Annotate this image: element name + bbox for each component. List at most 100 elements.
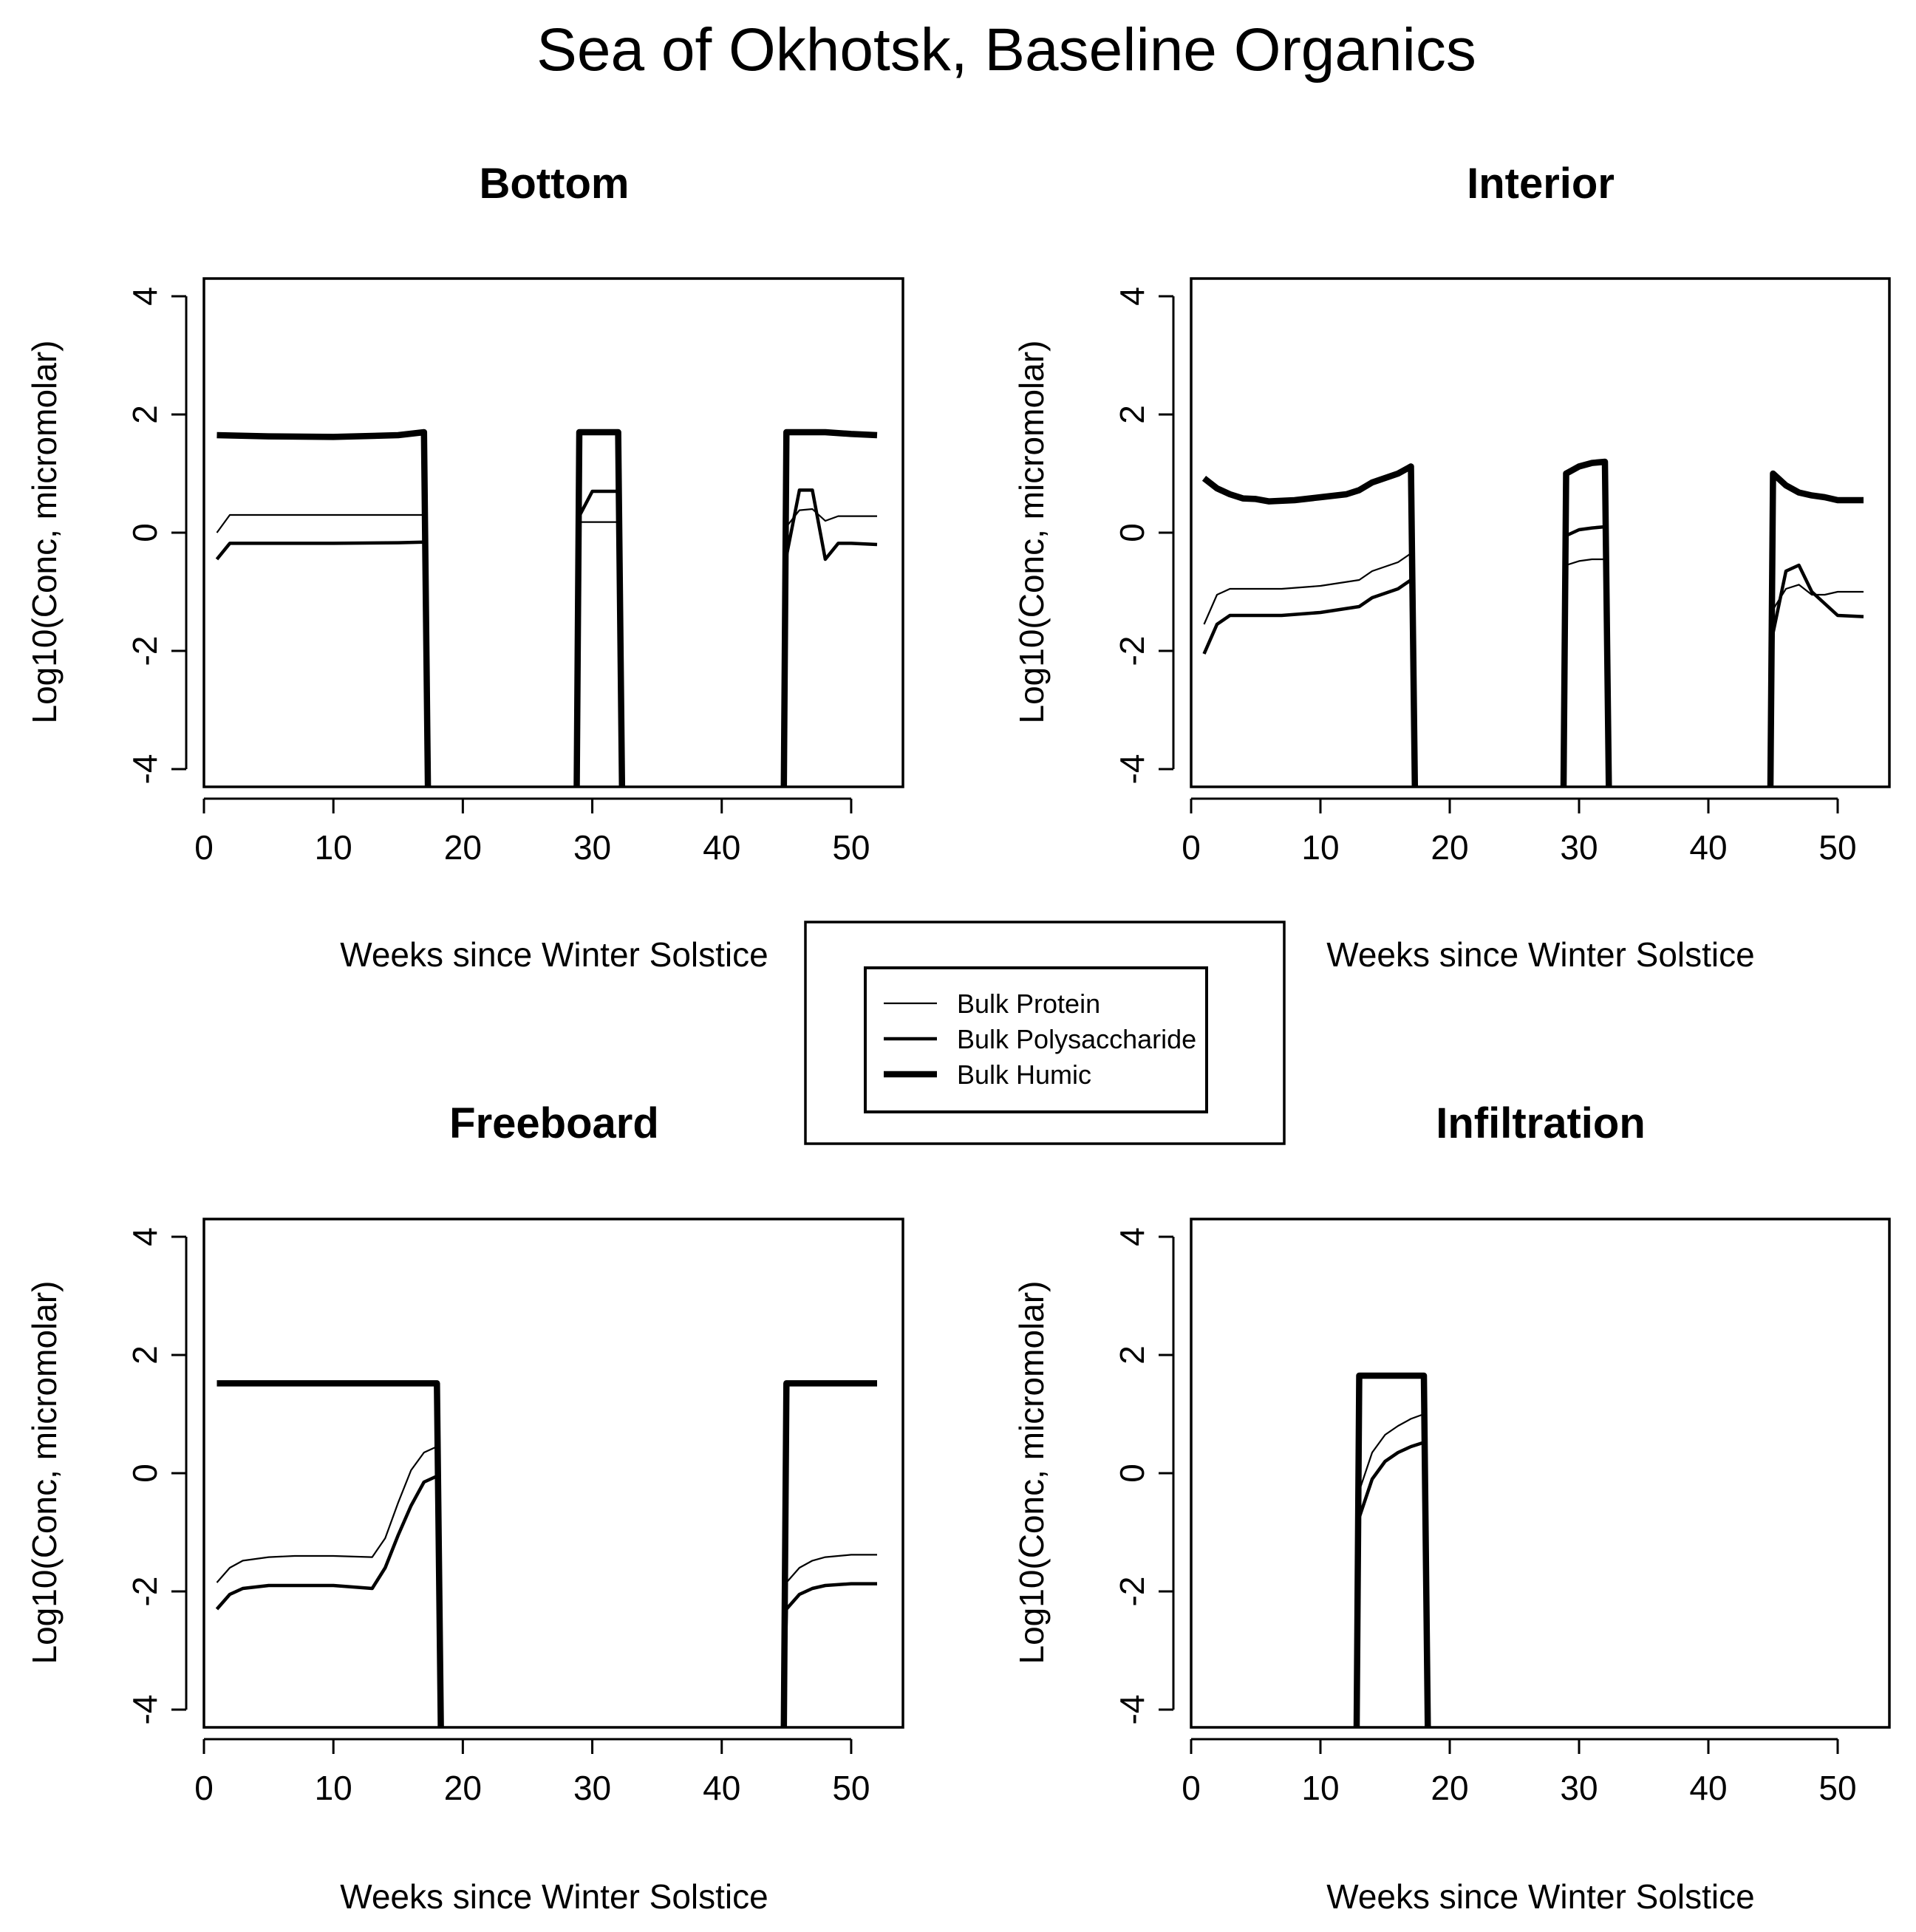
series-line — [216, 513, 429, 788]
legend-label: Bulk Humic — [957, 1059, 1091, 1090]
y-tick-label: 4 — [126, 287, 164, 306]
series-line — [573, 429, 626, 788]
series-line — [1769, 584, 1864, 788]
y-tick-label: 2 — [1113, 405, 1151, 424]
y-tick-label: 4 — [1113, 287, 1151, 306]
panel-title: Infiltration — [1436, 1099, 1646, 1147]
y-tick-label: 0 — [1113, 1464, 1151, 1483]
series-bulk-protein — [1355, 1413, 1429, 1728]
y-tick-label: -4 — [1113, 754, 1151, 785]
legend-inner-box — [864, 966, 1208, 1113]
series-line — [576, 521, 623, 788]
series-line — [1767, 470, 1864, 788]
x-tick-label: 0 — [194, 1769, 214, 1807]
x-tick-label: 40 — [703, 828, 740, 867]
x-axis: 0 10 20 30 40 50 — [194, 1738, 870, 1807]
series-line — [783, 1554, 877, 1728]
y-tick-label: -4 — [126, 754, 164, 785]
x-tick-label: 50 — [1818, 1769, 1856, 1807]
series-line — [1562, 558, 1610, 788]
x-tick-label: 30 — [1560, 1769, 1598, 1807]
series-line — [1561, 525, 1611, 788]
x-tick-label: 10 — [315, 1769, 352, 1807]
x-axis: 0 10 20 30 40 50 — [1182, 1738, 1857, 1807]
x-tick-label: 40 — [1689, 1769, 1727, 1807]
y-axis: -4 -2 0 2 4 — [126, 287, 188, 785]
x-axis-label: Weeks since Winter Solstice — [1326, 935, 1754, 974]
series-bulk-humic — [217, 429, 878, 788]
y-axis: -4 -2 0 2 4 — [126, 1227, 188, 1725]
x-tick-label: 30 — [1560, 828, 1598, 867]
plot-frame — [1190, 1218, 1891, 1729]
series-line — [1201, 463, 1419, 788]
panel-title: Bottom — [480, 160, 630, 208]
y-tick-label: 0 — [126, 1464, 164, 1483]
legend-entry: Bulk Polysaccharide — [884, 1024, 1196, 1054]
y-tick-label: 2 — [126, 405, 164, 424]
y-axis-label: Log10(Conc, micromolar) — [1012, 341, 1051, 724]
series-line — [575, 489, 624, 788]
x-axis-label: Weeks since Winter Solstice — [340, 935, 768, 974]
panel-title: Interior — [1467, 160, 1615, 208]
x-tick-label: 40 — [703, 1769, 740, 1807]
series-line — [780, 1380, 877, 1728]
x-tick-label: 20 — [1431, 828, 1468, 867]
x-tick-label: 10 — [1301, 1769, 1339, 1807]
x-tick-label: 50 — [832, 1769, 870, 1807]
y-tick-label: -4 — [1113, 1695, 1151, 1725]
series-line — [782, 488, 878, 788]
series-line — [217, 1380, 444, 1728]
x-tick-label: 10 — [1301, 828, 1339, 867]
x-tick-label: 30 — [573, 1769, 611, 1807]
series-line — [782, 1582, 877, 1728]
y-tick-label: 0 — [1113, 523, 1151, 542]
plot-frame — [202, 1218, 904, 1729]
y-tick-label: 4 — [126, 1227, 164, 1246]
x-tick-label: 20 — [444, 828, 482, 867]
legend-label: Bulk Protein — [957, 989, 1100, 1019]
series-line — [216, 1445, 442, 1728]
y-tick-label: 2 — [1113, 1345, 1151, 1365]
legend-entry: Bulk Protein — [884, 989, 1100, 1019]
y-tick-label: -2 — [1113, 636, 1151, 666]
series-bulk-polysaccharide — [1202, 525, 1864, 788]
legend-entries: Bulk Protein Bulk Polysaccharide Bulk Humi… — [884, 989, 1196, 1090]
x-tick-label: 50 — [1818, 828, 1856, 867]
series-line — [1202, 578, 1417, 788]
legend: Bulk Protein Bulk Polysaccharide Bulk Humi… — [804, 921, 1286, 1145]
y-axis-label: Log10(Conc, micromolar) — [1012, 1281, 1051, 1665]
x-tick-label: 0 — [1182, 1769, 1201, 1807]
plot-frame — [1190, 277, 1891, 788]
legend-entry: Bulk Humic — [884, 1059, 1091, 1090]
y-tick-label: 0 — [126, 523, 164, 542]
y-tick-label: -4 — [126, 1695, 164, 1725]
series-line — [1355, 1413, 1429, 1728]
legend-label: Bulk Polysaccharide — [957, 1024, 1196, 1054]
series-bulk-humic — [217, 1380, 877, 1728]
x-tick-label: 0 — [194, 828, 214, 867]
series-bulk-protein — [1203, 552, 1864, 788]
series-line — [1768, 563, 1864, 788]
x-tick-label: 50 — [832, 828, 870, 867]
series-line — [1203, 552, 1416, 788]
y-axis: -4 -2 0 2 4 — [1113, 287, 1175, 785]
y-tick-label: -2 — [126, 636, 164, 666]
x-tick-label: 40 — [1689, 828, 1727, 867]
series-line — [215, 540, 430, 788]
y-axis-label: Log10(Conc, micromolar) — [25, 341, 64, 724]
y-axis: -4 -2 0 2 4 — [1113, 1227, 1175, 1725]
series-line — [1560, 458, 1612, 788]
x-tick-label: 0 — [1182, 828, 1201, 867]
plot-frame — [202, 277, 904, 788]
series-bulk-humic — [1353, 1372, 1431, 1728]
x-axis: 0 10 20 30 40 50 — [1182, 797, 1857, 867]
x-tick-label: 20 — [1431, 1769, 1468, 1807]
series-bulk-polysaccharide — [1354, 1441, 1430, 1728]
x-tick-label: 30 — [573, 828, 611, 867]
series-line — [1353, 1372, 1431, 1728]
